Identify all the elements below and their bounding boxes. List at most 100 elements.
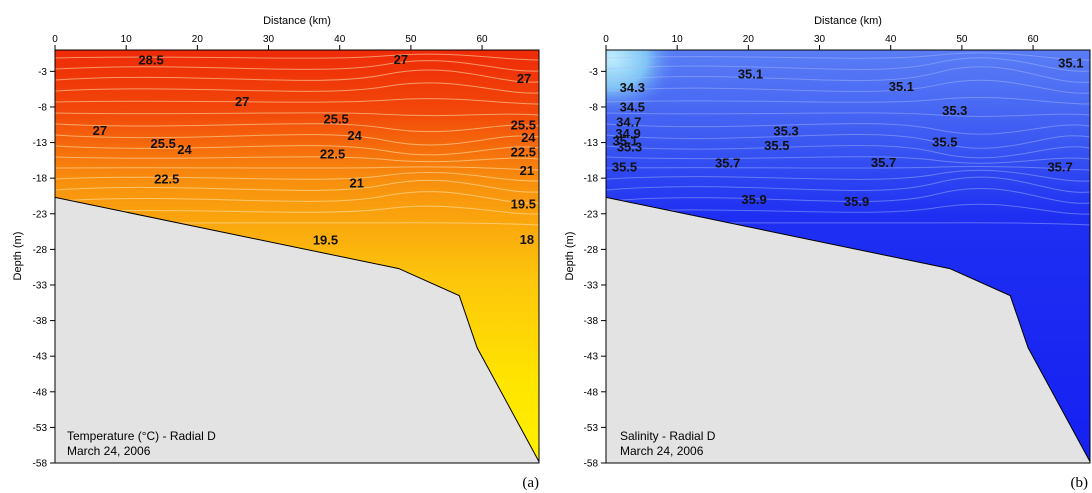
salinity-contour-labels: 35.135.135.134.334.534.734.935.135.335.3… [612, 55, 1084, 209]
panel-date-line: March 24, 2006 [620, 444, 704, 458]
x-tick-label: 50 [405, 34, 417, 45]
isoline [606, 123, 1090, 135]
contour-label: 35.5 [932, 134, 957, 149]
isoline [606, 203, 1090, 215]
isoline [55, 156, 539, 163]
isoline [55, 166, 539, 171]
isoline [606, 97, 1090, 105]
isoline [55, 112, 539, 117]
contour-label: 25.5 [151, 136, 176, 151]
x-ticks: 0 10 20 30 40 50 60 [603, 34, 1039, 50]
panel-title-line: Temperature (°C) - Radial D [67, 429, 216, 443]
isoline [55, 82, 539, 94]
contour-label: 35.7 [1047, 159, 1072, 174]
y-tick-label: -8 [38, 102, 47, 113]
contour-label: 35.9 [844, 194, 869, 209]
x-axis-label: Distance (km) [814, 15, 882, 27]
panel-date-line: March 24, 2006 [67, 444, 151, 458]
isoline [55, 134, 539, 146]
y-tick-label: -58 [33, 459, 48, 470]
isoline [606, 79, 1090, 94]
isoline [606, 156, 1090, 164]
panel-label: (a) [522, 475, 539, 491]
contour-label: 35.5 [764, 138, 789, 153]
contour-label: 24 [521, 130, 536, 145]
contour-label: 22.5 [320, 146, 345, 161]
y-ticks: -3 -8 -13 -18 -23 -28 -33 -38 -43 -48 -53 -58 [584, 67, 606, 470]
contour-label: 21 [350, 176, 364, 191]
isoline [606, 52, 1090, 61]
contour-label: 34.3 [620, 80, 645, 95]
x-tick-label: 0 [603, 34, 609, 45]
contour-label: 35.1 [889, 79, 914, 94]
y-tick-label: -38 [584, 316, 599, 327]
x-tick-label: 40 [334, 34, 346, 45]
isoline [55, 53, 539, 61]
contour-label: 18 [520, 232, 534, 247]
contour-label: 27 [235, 94, 249, 109]
contour-label: 35.3 [617, 139, 642, 154]
panel-label: (b) [1071, 475, 1089, 491]
x-tick-label: 10 [121, 34, 133, 45]
salinity-panel: 35.135.135.134.334.534.734.935.135.335.3… [564, 15, 1091, 491]
contour-label: 35.1 [738, 67, 763, 82]
isoline [606, 66, 1090, 83]
y-axis-label: Depth (m) [12, 232, 24, 281]
isoline [55, 179, 539, 193]
y-tick-label: -3 [38, 67, 47, 78]
y-tick-label: -33 [584, 280, 599, 291]
x-tick-label: 20 [743, 34, 755, 45]
y-tick-label: -8 [589, 102, 598, 113]
y-tick-label: -43 [584, 352, 599, 363]
contour-label: 22.5 [154, 171, 179, 186]
y-tick-label: -28 [33, 245, 48, 256]
temperature-isolines [55, 53, 539, 226]
x-ticks: 0 10 20 30 40 50 60 [52, 34, 488, 50]
contour-label: 34.7 [616, 114, 641, 129]
contour-label: 35.9 [741, 192, 766, 207]
isoline [55, 98, 539, 105]
y-tick-label: -53 [584, 423, 599, 434]
y-tick-label: -58 [584, 459, 599, 470]
y-tick-label: -18 [33, 174, 48, 185]
isoline [55, 205, 539, 215]
contour-label: 22.5 [511, 144, 536, 159]
isoline [606, 133, 1090, 149]
y-tick-label: -3 [589, 67, 598, 78]
plot-frame [605, 49, 1091, 464]
contour-label: 35.5 [612, 159, 637, 174]
y-tick-label: -43 [33, 352, 48, 363]
isoline [55, 145, 539, 156]
y-tick-label: -28 [584, 245, 599, 256]
contour-label: 21 [520, 163, 534, 178]
y-tick-label: -13 [584, 138, 599, 149]
x-tick-label: 30 [263, 34, 275, 45]
x-tick-label: 60 [476, 34, 488, 45]
salinity-isolines [606, 52, 1090, 226]
y-tick-label: -23 [33, 209, 48, 220]
x-tick-label: 20 [192, 34, 204, 45]
contour-label: 25.5 [511, 117, 536, 132]
x-tick-label: 10 [672, 34, 684, 45]
contour-label: 19.5 [511, 196, 536, 211]
fresh-water-patch [606, 50, 682, 118]
x-axis-label: Distance (km) [263, 15, 331, 27]
plot-frame [54, 49, 540, 464]
isoline [606, 187, 1090, 204]
contour-label: 35.7 [871, 155, 896, 170]
contour-label: 35.3 [942, 103, 967, 118]
x-tick-label: 0 [52, 34, 58, 45]
x-tick-label: 60 [1027, 34, 1039, 45]
isoline [606, 112, 1090, 117]
contour-label: 34.5 [620, 99, 645, 114]
panel-title-line: Salinity - Radial D [620, 429, 716, 443]
y-tick-label: -38 [33, 316, 48, 327]
contour-label: 27 [93, 123, 107, 138]
contour-label: 28.5 [138, 52, 163, 67]
contour-label: 24 [347, 128, 362, 143]
contour-label: 35.3 [773, 124, 798, 139]
isoline [55, 123, 539, 133]
